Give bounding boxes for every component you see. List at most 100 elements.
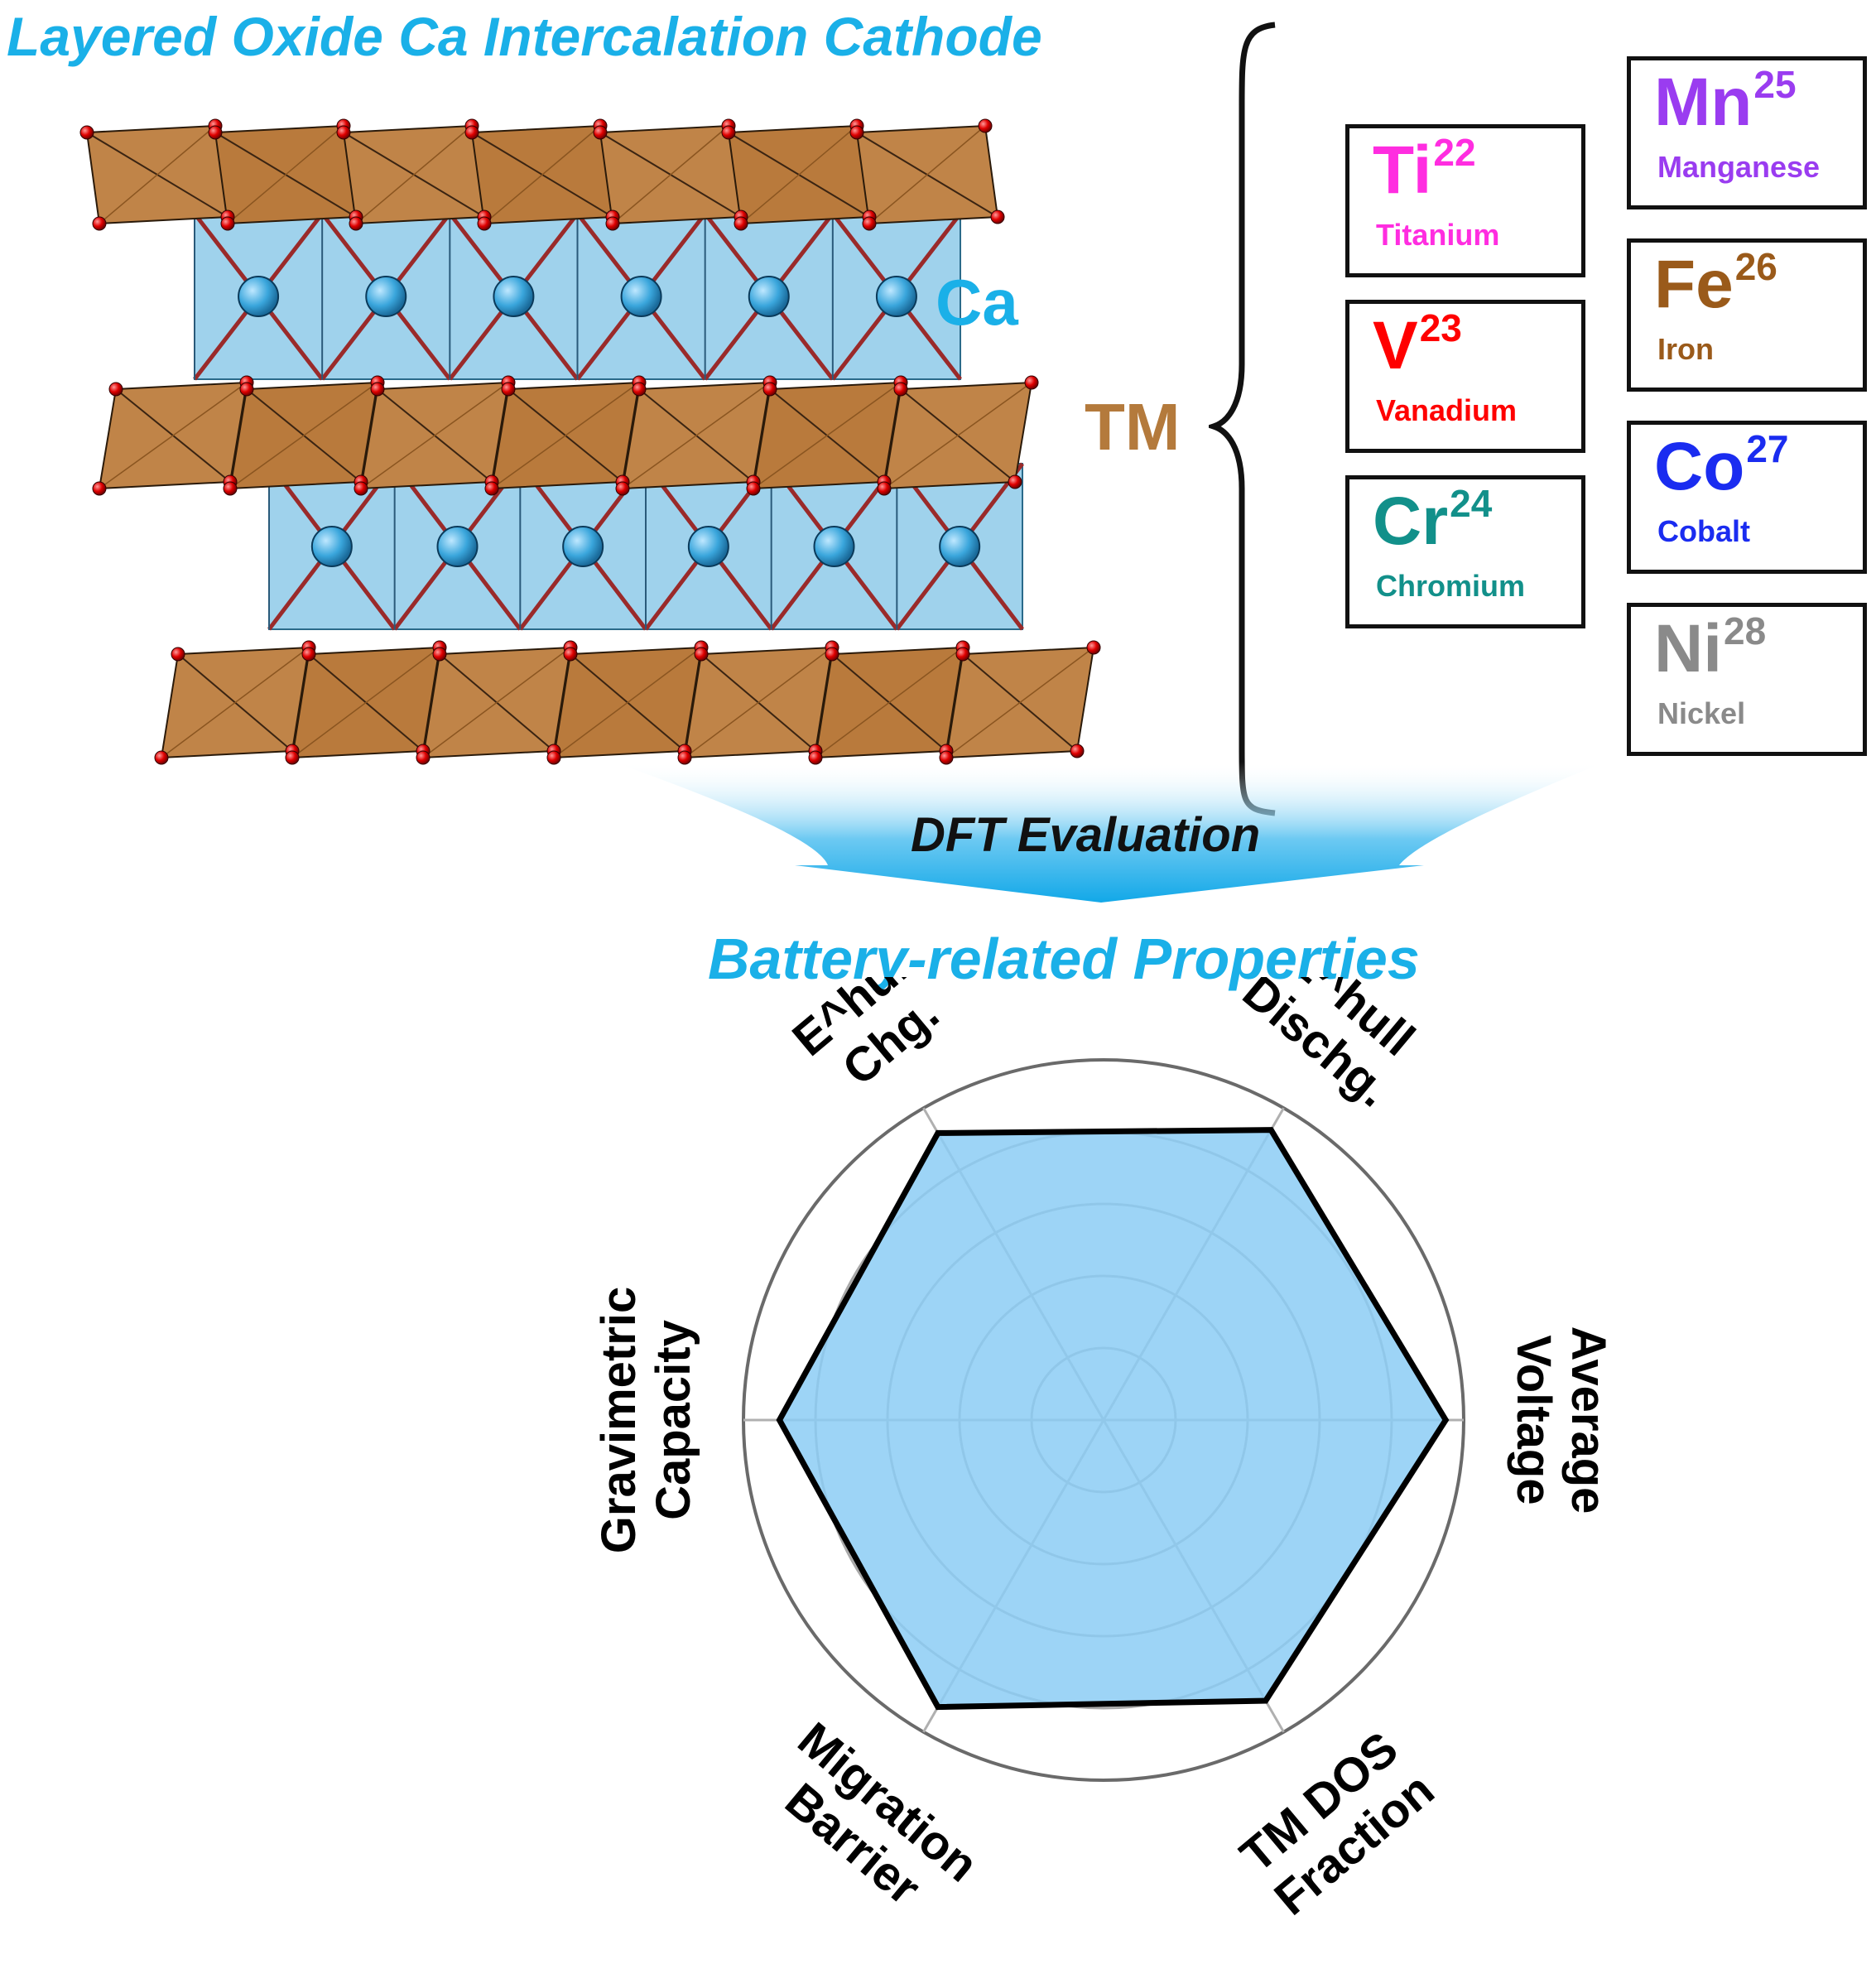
radar-series-polygon <box>776 1127 1450 1711</box>
radar-data-point <box>1443 1418 1449 1423</box>
curly-brace <box>1209 22 1276 816</box>
oxygen-atom <box>734 216 748 231</box>
radar-chart: AverageVoltageE^hullDischg.E^hullChg.Gra… <box>592 977 1615 1926</box>
element-symbol: Ni28 <box>1654 612 1766 683</box>
element-box-titanium: Ti22 Titanium <box>1345 124 1585 277</box>
oxygen-atom <box>501 382 516 397</box>
oxygen-atom <box>171 647 185 662</box>
tm-octahedron-edge <box>753 382 902 489</box>
oxygen-atom <box>877 481 892 496</box>
oxygen-atom <box>978 118 993 133</box>
element-box-cobalt: Co27 Cobalt <box>1627 421 1867 574</box>
element-name: Vanadium <box>1376 393 1518 427</box>
oxygen-atom <box>955 647 970 662</box>
element-symbol: V23 <box>1373 309 1462 380</box>
element-symbol-text: Cr <box>1373 484 1449 559</box>
radar-data-point <box>777 1418 782 1423</box>
tm-octahedron-edge <box>355 125 473 224</box>
properties-title: Battery-related Properties <box>708 927 1420 991</box>
element-symbol: Mn25 <box>1654 65 1797 137</box>
tm-octahedron-edge <box>99 125 216 224</box>
oxygen-atom <box>546 750 561 765</box>
radar-data-point <box>1268 1127 1274 1133</box>
tm-octahedron-edge <box>612 125 729 224</box>
tm-octahedron-edge <box>622 382 771 489</box>
oxygen-atom <box>416 750 431 765</box>
ca-atom <box>620 276 662 317</box>
radar-series <box>776 1127 1450 1711</box>
oxygen-atom <box>1008 474 1022 489</box>
oxygen-atom <box>484 481 499 496</box>
oxygen-atom <box>477 216 492 231</box>
tm-octahedron-edge <box>883 382 1032 489</box>
ca-atom <box>875 276 917 317</box>
oxygen-atom <box>208 125 223 140</box>
element-box-nickel: Ni28 Nickel <box>1627 603 1867 756</box>
ca-layer-group <box>193 212 1024 631</box>
oxygen-atom <box>825 647 839 662</box>
tm-octahedron-edge <box>740 125 858 224</box>
element-name: Chromium <box>1376 569 1525 603</box>
oxygen-atom <box>370 382 385 397</box>
atomic-number: 28 <box>1724 609 1767 652</box>
element-symbol-text: Ni <box>1654 611 1722 686</box>
oxygen-atom <box>79 125 94 140</box>
tm-layer-group <box>85 124 1095 759</box>
element-box-vanadium: V23 Vanadium <box>1345 300 1585 453</box>
atomic-number: 24 <box>1450 482 1493 525</box>
oxygen-atom <box>92 216 107 231</box>
element-name: Iron <box>1657 332 1714 366</box>
oxygen-atom <box>893 382 908 397</box>
ca-atom <box>365 276 407 317</box>
radar-axis-label-line: Voltage <box>1507 1335 1561 1504</box>
tm-octahedron-edge <box>229 382 378 489</box>
oxygen-atom <box>762 382 777 397</box>
oxygen-atom <box>239 382 254 397</box>
oxygen-atom <box>694 647 709 662</box>
element-name: Nickel <box>1657 696 1746 730</box>
radar-axis-label-line: Capacity <box>647 1320 700 1520</box>
oxygen-atom <box>593 125 608 140</box>
tm-layer-label: TM <box>1085 390 1181 464</box>
ca-atom <box>748 276 790 317</box>
tm-octahedron-edge <box>553 647 702 758</box>
ca-layer-label: Ca <box>936 266 1018 339</box>
tm-octahedron-edge <box>491 382 640 489</box>
element-name: Cobalt <box>1657 514 1750 548</box>
element-symbol-text: Co <box>1654 429 1745 504</box>
ca-atom <box>493 276 535 317</box>
crystal-structure-illustration <box>79 118 1101 765</box>
oxygen-atom <box>432 647 447 662</box>
element-box-iron: Fe26 Iron <box>1627 238 1867 392</box>
element-symbol-text: Ti <box>1373 132 1432 208</box>
radar-data-point <box>935 1704 940 1710</box>
oxygen-atom <box>605 216 620 231</box>
tm-octahedron-edge <box>422 647 571 758</box>
element-name: Manganese <box>1657 150 1821 184</box>
oxygen-atom <box>632 382 647 397</box>
ca-atom <box>813 526 855 567</box>
atomic-number: 27 <box>1746 427 1789 470</box>
oxygen-atom <box>990 209 1005 224</box>
atomic-number: 26 <box>1734 245 1777 288</box>
oxygen-atom <box>154 750 169 765</box>
tm-octahedron-edge <box>99 382 248 489</box>
atomic-number: 23 <box>1419 306 1462 349</box>
oxygen-atom <box>721 125 736 140</box>
dft-evaluation-label: DFT Evaluation <box>911 808 1261 862</box>
ca-atom <box>310 526 353 567</box>
radar-axis-label-line: Gravimetric <box>592 1287 646 1553</box>
oxygen-atom <box>849 125 864 140</box>
element-box-chromium: Cr24 Chromium <box>1345 475 1585 628</box>
element-symbol-text: V <box>1373 308 1418 383</box>
ca-atom <box>238 276 280 317</box>
element-symbol: Ti22 <box>1373 133 1476 205</box>
tm-octahedron-edge <box>227 125 344 224</box>
radar-axis-label: Gravimetric Capacity <box>592 1287 700 1553</box>
oxygen-atom-group <box>79 118 1101 765</box>
oxygen-atom <box>336 125 351 140</box>
oxygen-atom <box>746 481 761 496</box>
element-symbol-text: Mn <box>1654 65 1753 140</box>
